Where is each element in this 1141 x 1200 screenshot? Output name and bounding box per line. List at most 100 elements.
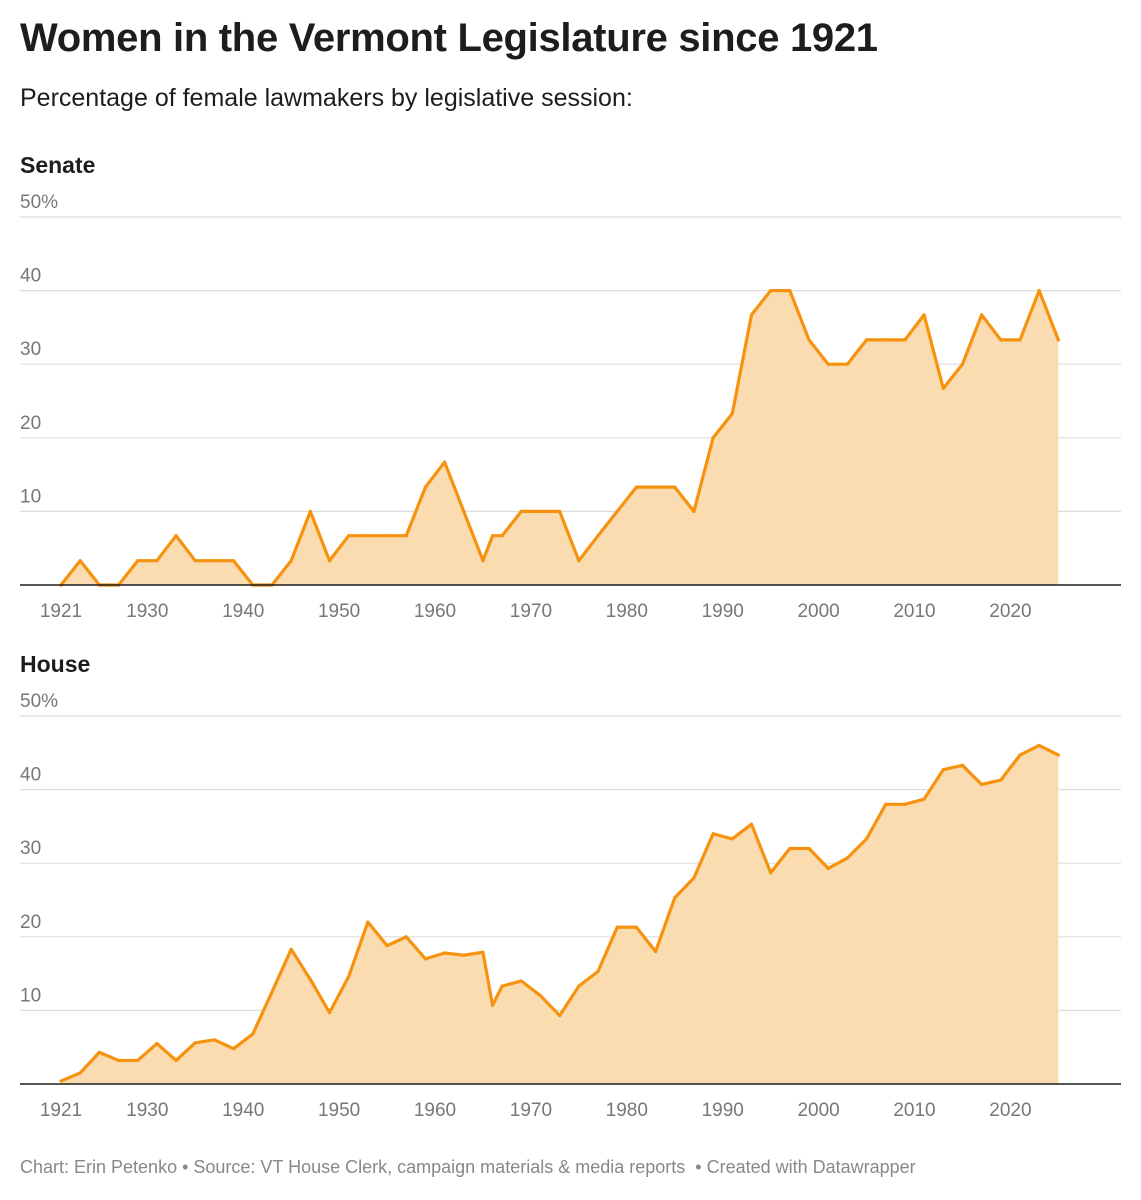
house-data-point <box>826 866 830 870</box>
senate-data-point <box>308 509 312 513</box>
chart-title: Women in the Vermont Legislature since 1… <box>20 16 878 60</box>
senate-x-tick-label: 2000 <box>797 601 839 622</box>
senate-data-point <box>1018 338 1022 342</box>
house-data-point <box>711 832 715 836</box>
footer-source: Source: VT House Clerk, campaign materia… <box>193 1157 686 1177</box>
house-x-tick-label: 1990 <box>702 1100 744 1121</box>
house-y-tick-label: 20 <box>20 912 41 933</box>
house-data-point <box>366 920 370 924</box>
house-x-tick-label: 1950 <box>318 1100 360 1121</box>
house-data-point <box>730 837 734 841</box>
house-y-tick-label: 10 <box>20 985 41 1006</box>
house-data-point <box>193 1041 197 1045</box>
senate-x-tick-label: 1970 <box>510 601 552 622</box>
senate-panel-title: Senate <box>20 152 96 178</box>
house-data-point <box>999 778 1003 782</box>
house-data-point <box>116 1058 121 1063</box>
house-data-point <box>289 947 293 951</box>
house-x-tick-label: 1960 <box>414 1100 456 1121</box>
house-data-point <box>347 974 351 979</box>
senate-data-point <box>193 559 197 563</box>
house-series-line <box>59 743 1060 1083</box>
senate-data-point <box>1037 289 1041 293</box>
senate-data-point <box>212 559 217 563</box>
house-data-point <box>174 1058 178 1063</box>
house-data-point <box>558 1013 562 1018</box>
house-data-point <box>481 950 485 954</box>
house-data-point <box>807 846 811 851</box>
senate-y-tick-label: 50% <box>20 192 58 213</box>
house-data-point <box>1037 743 1041 748</box>
senate-series-line <box>59 288 1060 587</box>
house-data-point <box>941 768 945 772</box>
house-data-point <box>673 896 677 900</box>
footer-separator: • <box>177 1157 194 1177</box>
house-x-tick-label: 2020 <box>989 1100 1031 1121</box>
house-y-tick-label: 30 <box>20 838 41 859</box>
senate-x-tick-label: 2010 <box>893 601 935 622</box>
house-x-tick-label: 2010 <box>893 1100 935 1121</box>
house-x-tick-label: 1940 <box>222 1100 264 1121</box>
senate-data-point <box>462 509 466 513</box>
senate-data-point <box>749 313 754 317</box>
footer-separator: • <box>685 1157 707 1177</box>
house-data-point <box>443 951 447 955</box>
senate-x-tick-label: 1921 <box>40 601 82 622</box>
house-data-point <box>577 984 581 988</box>
chart-subtitle: Percentage of female lawmakers by legisl… <box>20 84 633 112</box>
senate-data-point <box>519 509 523 513</box>
house-data-point <box>634 925 639 929</box>
senate-data-point <box>596 534 600 538</box>
house-x-tick-label: 1930 <box>126 1100 168 1121</box>
house-area-fill <box>61 745 1059 1084</box>
senate-data-point <box>385 534 389 538</box>
senate-data-point <box>653 485 658 489</box>
senate-y-tick-label: 10 <box>20 486 41 507</box>
senate-data-point <box>615 509 619 513</box>
senate-x-tick-label: 1950 <box>318 601 360 622</box>
house-data-point <box>615 925 619 929</box>
house-data-point <box>490 1003 495 1007</box>
senate-data-point <box>941 386 945 391</box>
senate-data-point <box>289 559 293 563</box>
house-data-point <box>980 782 984 787</box>
house-x-tick-label: 2000 <box>797 1100 839 1121</box>
senate-data-point <box>500 534 504 538</box>
senate-x-tick-label: 1930 <box>126 601 168 622</box>
house-data-point <box>212 1038 217 1042</box>
senate-x-tick-label: 1940 <box>222 601 264 622</box>
house-data-point <box>749 822 754 826</box>
house-data-point <box>864 837 869 841</box>
senate-data-point <box>1056 338 1060 342</box>
house-data-point <box>538 994 543 998</box>
senate-x-tick-label: 1990 <box>702 601 744 622</box>
house-data-point <box>769 871 773 875</box>
senate-data-point <box>232 559 236 563</box>
house-data-point <box>1056 753 1060 757</box>
house-data-point <box>59 1079 63 1083</box>
house-data-point <box>788 846 792 851</box>
house-data-point <box>519 979 523 983</box>
senate-y-tick-label: 20 <box>20 413 41 434</box>
senate-x-tick-label: 1980 <box>606 601 648 622</box>
house-x-tick-label: 1980 <box>606 1100 648 1121</box>
house-panel-title: House <box>20 651 91 677</box>
chart-footer: Chart: Erin Petenko • Source: VT House C… <box>20 1157 916 1178</box>
senate-x-tick-label: 1960 <box>414 601 456 622</box>
senate-data-point <box>366 534 370 538</box>
senate-data-point <box>999 338 1003 342</box>
house-data-point <box>653 949 658 954</box>
senate-data-point <box>730 411 734 416</box>
house-data-point <box>97 1050 101 1054</box>
senate-y-tick-label: 30 <box>20 339 41 360</box>
house-data-point <box>500 984 504 988</box>
house-data-point <box>136 1058 140 1063</box>
senate-data-point <box>155 559 159 563</box>
house-data-point <box>251 1032 255 1036</box>
house-data-point <box>903 802 907 806</box>
senate-data-point <box>980 313 984 317</box>
senate-data-point <box>538 509 543 513</box>
senate-data-point <box>136 559 140 563</box>
house-data-point <box>692 876 696 880</box>
